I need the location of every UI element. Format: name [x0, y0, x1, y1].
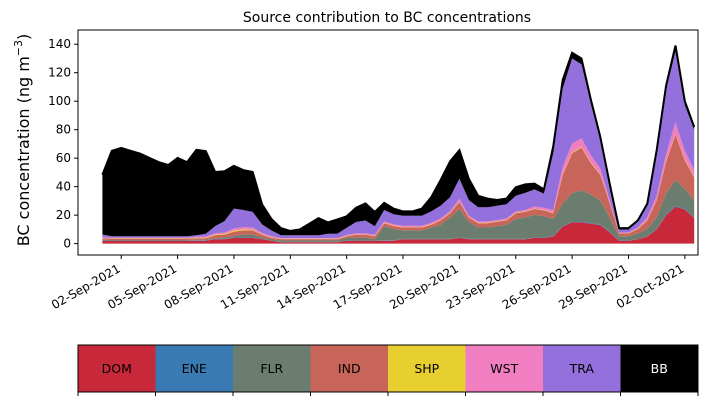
legend-swatch-bb: [620, 345, 699, 392]
legend-swatch-wst: [465, 345, 544, 392]
legend-label-dom: DOM: [102, 361, 132, 376]
legend-label-ind: IND: [338, 361, 361, 376]
legend-label-shp: SHP: [414, 361, 439, 376]
y-tick-label: 20: [56, 208, 71, 222]
y-tick-label: 0: [63, 237, 71, 251]
legend-swatch-dom: [78, 345, 156, 392]
total-outline: [101, 45, 696, 232]
y-tick-label: 80: [56, 123, 71, 137]
y-tick-label: 140: [48, 37, 71, 51]
area-bb: [102, 45, 695, 237]
legend-label-bb: BB: [651, 361, 668, 376]
legend-swatch-tra: [543, 345, 621, 392]
legend-swatch-ind: [310, 345, 389, 392]
x-axis: 02-Sep-202105-Sep-202108-Sep-202111-Sep-…: [49, 255, 686, 312]
y-tick-label: 120: [48, 66, 71, 80]
area-dom: [102, 206, 695, 244]
plot-frame: [77, 29, 699, 256]
legend-label-wst: WST: [490, 361, 518, 376]
legend: DOM ENE FLR IND SHP WST TRA BB: [77, 344, 699, 396]
legend-swatch-flr: [233, 345, 311, 392]
y-axis-label-exponent: −3: [12, 40, 25, 56]
area-ind: [102, 134, 695, 241]
y-axis-label-close: ): [14, 34, 33, 40]
y-axis: 0 20 40 60 80 100 120 140: [48, 37, 78, 251]
area-flr: [102, 180, 695, 242]
y-tick-label: 60: [56, 151, 71, 165]
y-tick-label: 100: [48, 94, 71, 108]
y-axis-label: BC concentration (ng m−3): [12, 34, 33, 247]
y-axis-label-main: BC concentration (ng m: [14, 56, 33, 246]
legend-label-ene: ENE: [182, 361, 207, 376]
chart-title: Source contribution to BC concentrations: [243, 10, 531, 26]
stacked-areas: [101, 45, 696, 244]
legend-swatch-shp: [388, 345, 466, 392]
legend-swatch-ene: [155, 345, 234, 392]
legend-label-flr: FLR: [260, 361, 283, 376]
legend-label-tra: TRA: [569, 361, 595, 376]
area-tra: [102, 51, 695, 239]
area-wst: [102, 122, 695, 239]
y-tick-label: 40: [56, 180, 71, 194]
